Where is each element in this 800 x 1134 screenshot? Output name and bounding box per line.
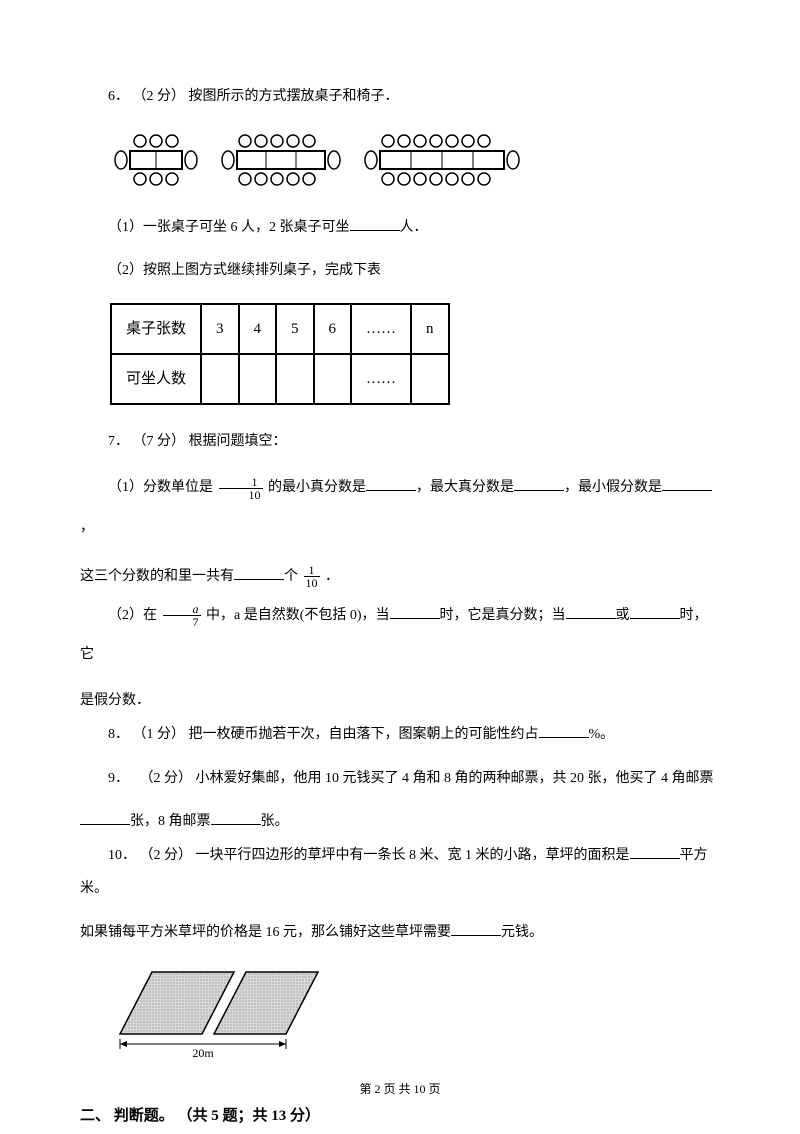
q6-number: 6．	[108, 89, 129, 104]
fill-blank[interactable]	[514, 477, 564, 491]
q7-part1-line2: 这三个分数的和里一共有个 110 ．	[80, 557, 720, 596]
question-6-stem: 6． （2 分） 按图所示的方式摆放桌子和椅子．	[80, 80, 720, 114]
table-header-cell: 可坐人数	[111, 354, 201, 404]
fill-blank[interactable]	[211, 811, 261, 825]
q10-points: （2 分）	[140, 848, 193, 863]
table-cell: 6	[314, 304, 352, 354]
q7-text: 根据问题填空：	[189, 434, 287, 449]
table-cell: n	[411, 304, 449, 354]
q6-part2: （2）按照上图方式继续排列桌子，完成下表	[80, 254, 720, 288]
q6-points: （2 分）	[133, 89, 186, 104]
table-cell[interactable]	[314, 354, 352, 404]
q9-number: 9．	[108, 771, 129, 786]
fill-blank[interactable]	[390, 605, 440, 619]
fill-blank[interactable]	[366, 477, 416, 491]
parallelogram-figure: 20m	[110, 964, 720, 1073]
section-2-heading: 二、 判断题。 （共 5 题；共 13 分）	[80, 1098, 720, 1134]
table-cell: ……	[351, 304, 411, 354]
page-footer: 第 2 页 共 10 页	[0, 1080, 800, 1097]
table-cell[interactable]	[239, 354, 277, 404]
fill-blank[interactable]	[451, 922, 501, 936]
q8-number: 8．	[108, 727, 129, 742]
q6-part1: （1）一张桌子可坐 6 人，2 张桌子可坐人．	[80, 211, 720, 245]
fill-blank[interactable]	[630, 605, 680, 619]
fill-blank[interactable]	[539, 724, 589, 738]
q8-points: （1 分）	[133, 727, 186, 742]
fraction: 110	[219, 476, 263, 501]
table-1-icon	[110, 134, 202, 186]
table-2-icon	[217, 134, 345, 186]
table-cell[interactable]	[201, 354, 239, 404]
table-cell: ……	[351, 354, 411, 404]
table-cell[interactable]	[276, 354, 314, 404]
table-cell: 3	[201, 304, 239, 354]
fill-blank[interactable]	[662, 477, 712, 491]
table-row: 可坐人数 ……	[111, 354, 449, 404]
table-cell: 5	[276, 304, 314, 354]
q7-part1: （1）分数单位是 110 的最小真分数是，最大真分数是，最小假分数是，	[80, 468, 720, 546]
table-row: 桌子张数 3 4 5 6 …… n	[111, 304, 449, 354]
table-cell: 4	[239, 304, 277, 354]
question-9-line2: 张，8 角邮票张。	[80, 805, 720, 839]
question-8: 8． （1 分） 把一枚硬币抛若干次，自由落下，图案朝上的可能性约占%。	[80, 718, 720, 752]
fill-blank[interactable]	[234, 566, 284, 580]
fill-blank[interactable]	[350, 217, 400, 231]
fraction: a7	[163, 603, 201, 628]
q7-number: 7．	[108, 434, 129, 449]
q6-table: 桌子张数 3 4 5 6 …… n 可坐人数 ……	[110, 303, 450, 405]
q7-part2: （2）在 a7 中，a 是自然数(不包括 0)，当时，它是真分数；当或时，它	[80, 596, 720, 674]
table-3-icon	[360, 134, 524, 186]
table-cell[interactable]	[411, 354, 449, 404]
question-10: 10． （2 分） 一块平行四边形的草坪中有一条长 8 米、宽 1 米的小路，草…	[80, 839, 720, 906]
question-10-line2: 如果铺每平方米草坪的价格是 16 元，那么铺好这些草坪需要元钱。	[80, 916, 720, 950]
tables-chairs-diagram	[110, 134, 720, 186]
table-header-cell: 桌子张数	[111, 304, 201, 354]
question-7-stem: 7． （7 分） 根据问题填空：	[80, 425, 720, 459]
fill-blank[interactable]	[566, 605, 616, 619]
q9-points: （2 分）	[140, 771, 193, 786]
question-9: 9． （2 分） 小林爱好集邮，他用 10 元钱买了 4 角和 8 角的两种邮票…	[80, 762, 720, 796]
fill-blank[interactable]	[630, 845, 680, 859]
fraction: 110	[304, 564, 320, 589]
q10-number: 10．	[108, 848, 136, 863]
dimension-label: 20m	[192, 1046, 214, 1059]
q6-text: 按图所示的方式摆放桌子和椅子．	[189, 89, 399, 104]
q7-part2-line2: 是假分数．	[80, 684, 720, 718]
q7-points: （7 分）	[133, 434, 186, 449]
fill-blank[interactable]	[80, 811, 130, 825]
